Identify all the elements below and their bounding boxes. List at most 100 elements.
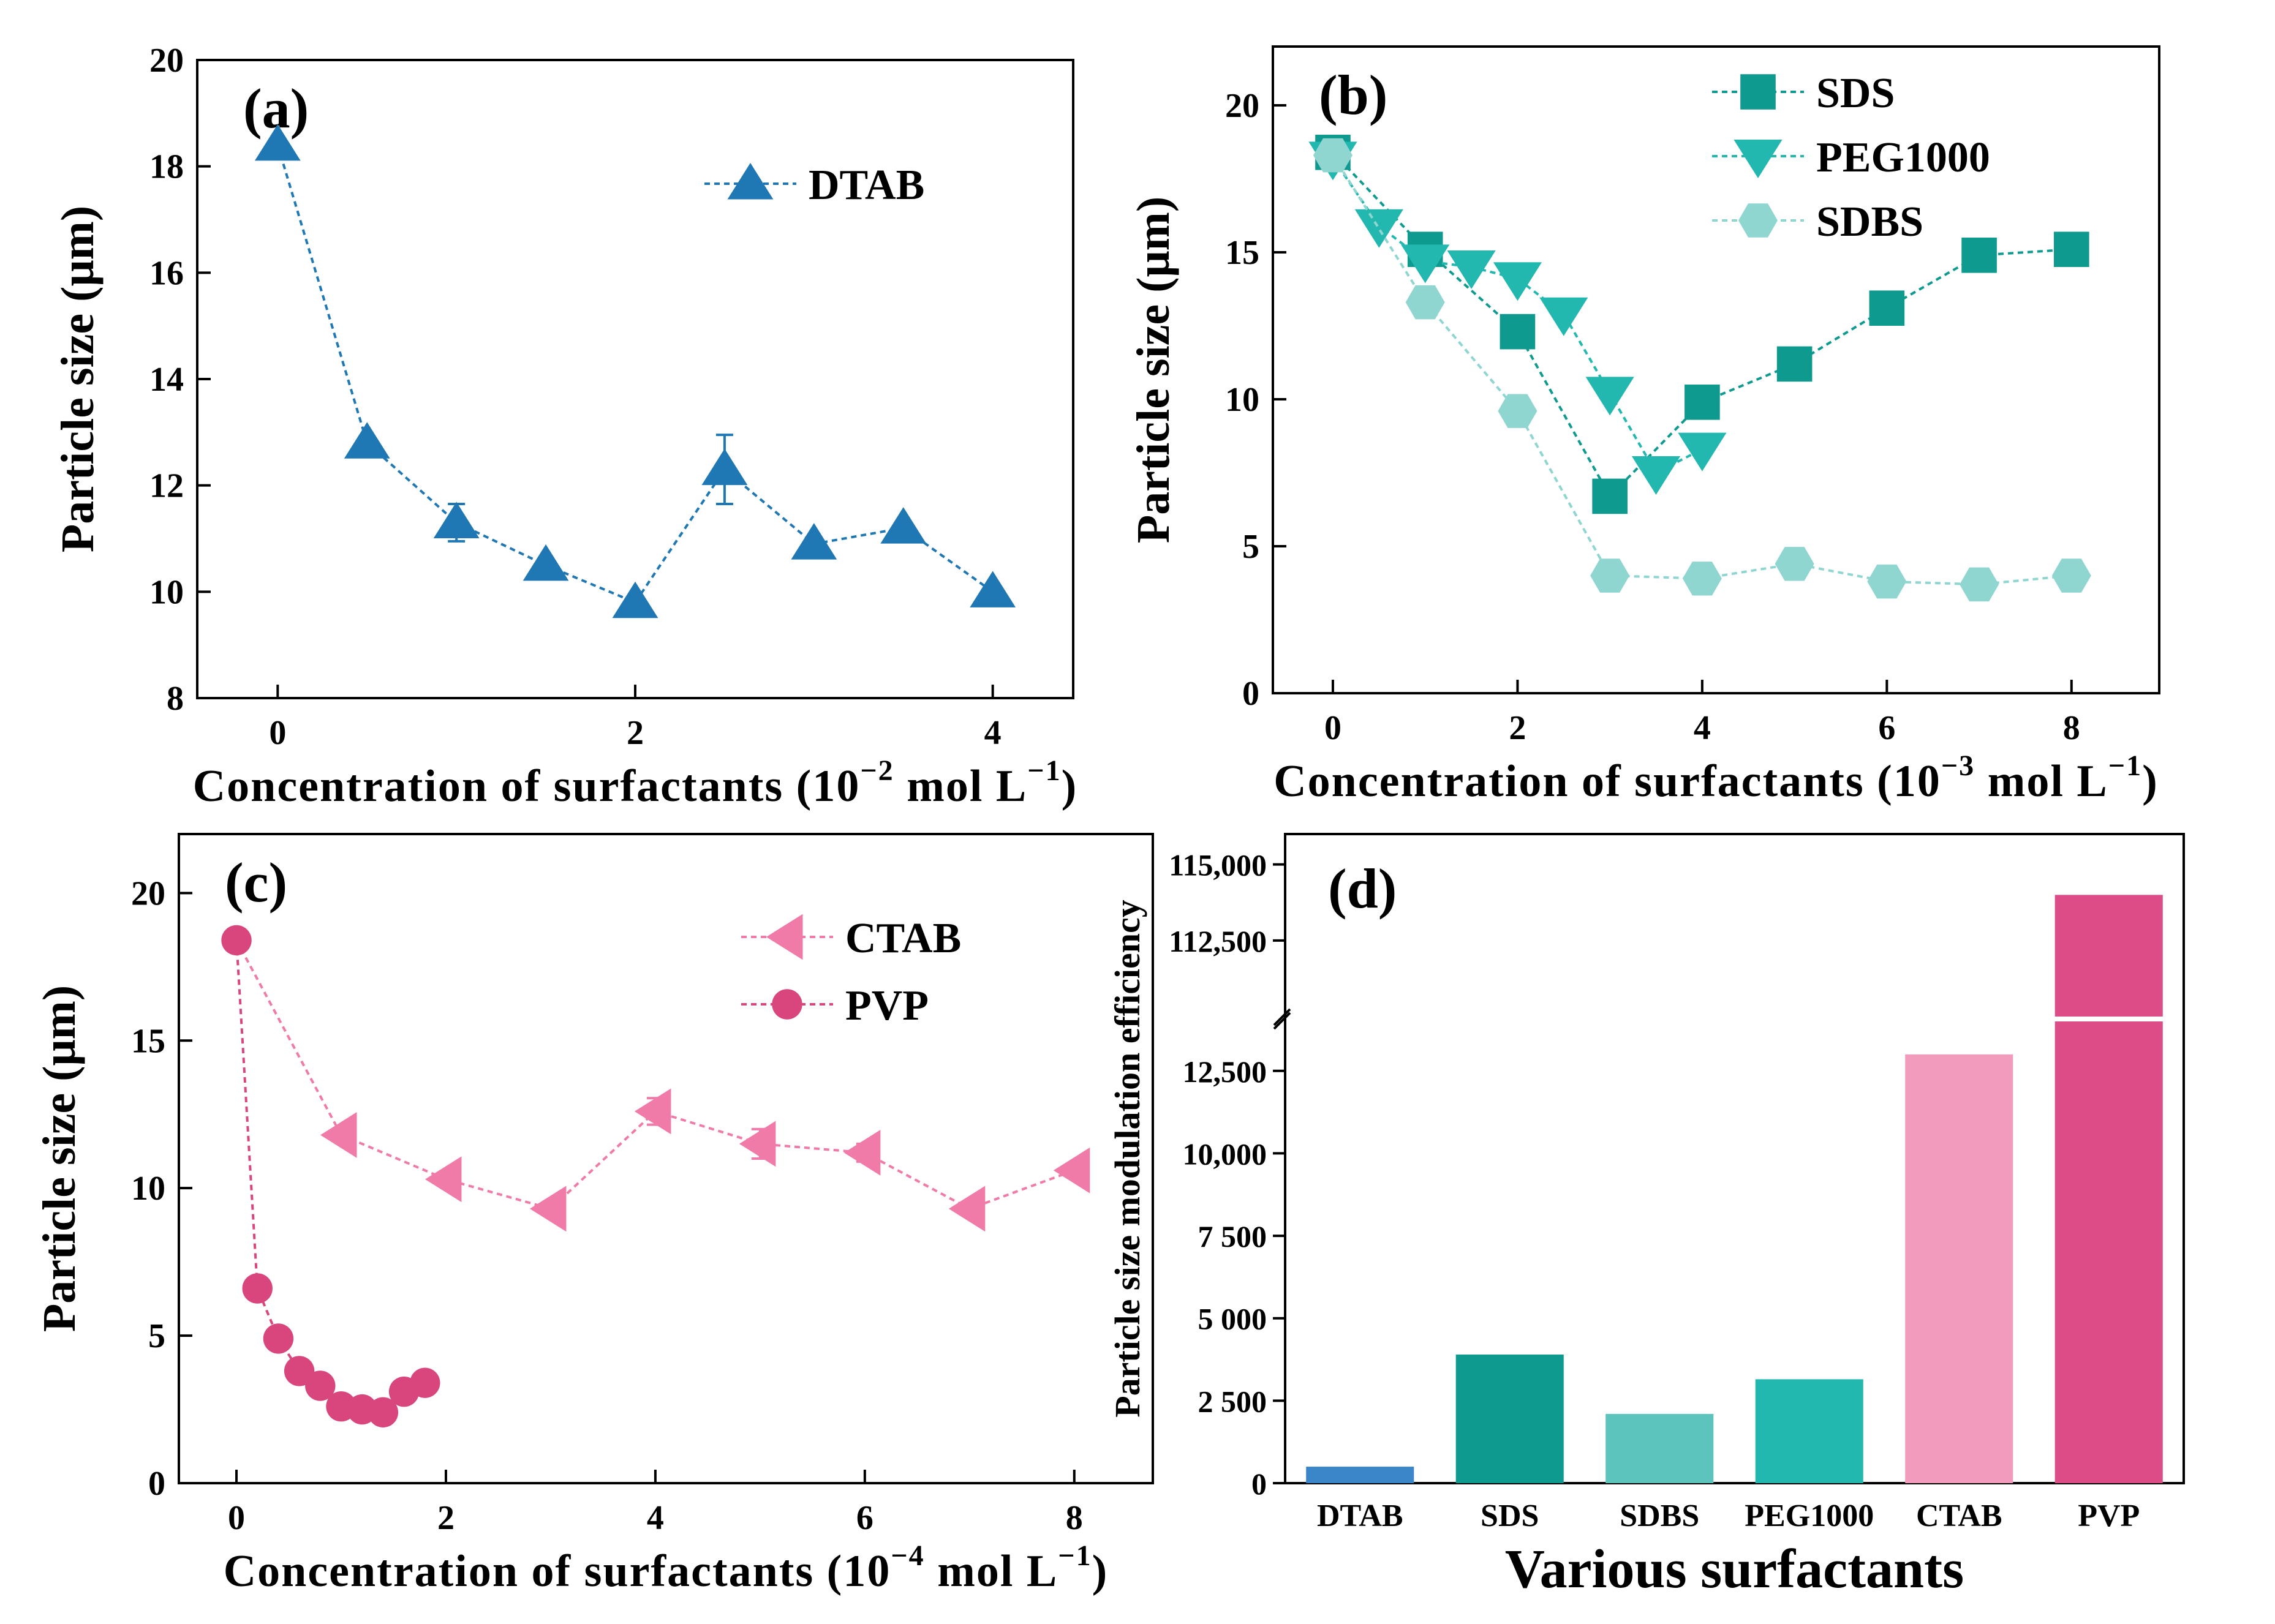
panel-d-bar-chart: DTAB SDS SDBS PEG1000 CTAB PVP 0 2 500 5 000 7 50…: [1107, 833, 2185, 1600]
y-tick-label: 0: [1242, 675, 1259, 713]
x-tick-label: SDBS: [1620, 1498, 1699, 1533]
y-tick-label: 10,000: [1183, 1137, 1267, 1171]
legend-label-DTAB: DTAB: [809, 162, 924, 209]
x-tick-label: 8: [1066, 1499, 1083, 1537]
data-point-SDS: [1592, 478, 1628, 514]
y-tick-label: 10: [131, 1170, 165, 1208]
legend-marker-PEG1000: [1734, 140, 1783, 178]
panel-label: (c): [225, 851, 287, 914]
y-tick-label: 12: [149, 467, 184, 505]
data-point-PVP: [263, 1323, 294, 1354]
data-point-PEG1000: [1585, 377, 1634, 416]
x-tick-label: 2: [437, 1499, 455, 1537]
y-tick-label: 2 500: [1198, 1384, 1267, 1418]
series-line-CTAB-start: [235, 939, 342, 1136]
data-point-PEG1000: [1493, 262, 1542, 301]
x-tick-label: DTAB: [1317, 1498, 1403, 1533]
data-point-DTAB: [970, 571, 1016, 607]
x-tick-label: 2: [1509, 709, 1526, 747]
data-point-SDS: [1685, 385, 1720, 420]
data-point-PVP: [221, 925, 252, 956]
x-tick-label: PEG1000: [1745, 1498, 1874, 1533]
x-tick-label: 0: [1324, 709, 1341, 747]
data-point-DTAB: [880, 507, 927, 544]
data-point-SDBS: [1405, 285, 1445, 320]
y-tick-label: 15: [131, 1022, 165, 1060]
data-point-PVP: [242, 1273, 273, 1304]
legend-label-PEG1000: PEG1000: [1816, 134, 1990, 181]
plot-frame: [1284, 833, 2185, 1484]
y-axis-label: Particle size (μm): [52, 206, 104, 552]
data-point-PEG1000: [1539, 297, 1588, 336]
y-tick-label: 10: [149, 573, 184, 611]
data-point-CTAB: [320, 1112, 357, 1158]
y-tick-label: 12,500: [1183, 1054, 1267, 1089]
data-point-SDBS: [1960, 567, 1999, 602]
data-point-CTAB: [634, 1088, 671, 1135]
data-point-PEG1000: [1631, 456, 1681, 495]
x-axis-label: Various surfactants: [1505, 1539, 1964, 1600]
y-axis-label: Particle size (μm): [34, 985, 85, 1332]
y-tick-label: 15: [1225, 234, 1259, 272]
x-tick-label: 4: [1694, 709, 1711, 747]
data-point-SDBS: [1775, 547, 1814, 581]
data-point-PVP: [368, 1397, 399, 1428]
data-point-PEG1000: [1401, 244, 1450, 284]
y-tick-label: 5: [1242, 528, 1259, 566]
x-tick-label: 4: [647, 1499, 664, 1537]
y-tick-label: 10: [1225, 381, 1259, 419]
data-point-SDBS: [1313, 138, 1353, 173]
y-tick-label: 16: [149, 254, 184, 292]
y-tick-label: 14: [149, 361, 184, 399]
data-point-CTAB: [529, 1186, 567, 1232]
legend-marker-CTAB: [766, 914, 803, 960]
data-point-DTAB: [433, 502, 480, 538]
y-axis-label: Particle size (μm): [1128, 197, 1179, 543]
x-tick-label: 6: [1878, 709, 1895, 747]
bar-SDS: [1455, 1354, 1564, 1483]
series-line-SDS: [1332, 151, 2072, 498]
data-point-SDS: [2054, 231, 2089, 267]
bar-CTAB: [1905, 1054, 2013, 1483]
y-tick-label: 20: [1225, 87, 1259, 125]
x-tick-label: 8: [2063, 709, 2080, 747]
bar-PVP-lower: [2054, 1021, 2163, 1483]
data-point-DTAB: [612, 581, 658, 618]
x-axis-label: Concentration of surfactants (10−2 mol L…: [193, 754, 1078, 811]
data-point-PVP: [305, 1370, 336, 1401]
data-point-SDBS: [2051, 558, 2091, 593]
axis-break-gap: [1286, 1017, 2183, 1021]
x-tick-label: 6: [856, 1499, 873, 1537]
panel-label: (b): [1319, 64, 1387, 126]
series-line-PEG1000: [1332, 157, 1703, 475]
x-tick-label: 2: [627, 714, 644, 752]
bar-PEG1000: [1755, 1379, 1863, 1483]
data-point-PEG1000: [1678, 432, 1727, 472]
legend-label-CTAB: CTAB: [845, 915, 961, 962]
data-point-SDS: [1500, 314, 1536, 350]
y-axis-label: Particle size modulation efficiency: [1107, 900, 1147, 1418]
bar-DTAB: [1306, 1467, 1414, 1483]
y-tick-label: 20: [131, 874, 165, 912]
legend-label-SDBS: SDBS: [1816, 198, 1923, 246]
axis-break-mark: [1273, 1012, 1291, 1030]
data-point-DTAB: [701, 448, 748, 486]
data-point-CTAB: [1053, 1147, 1090, 1194]
plot-frame: [1272, 45, 2160, 694]
y-tick-label: 18: [149, 148, 184, 186]
axis-break-mark: [1273, 1008, 1291, 1026]
y-tick-label: 20: [149, 42, 184, 80]
data-point-SDBS: [1867, 564, 1907, 599]
y-tick-label: 7 500: [1198, 1219, 1267, 1254]
x-tick-label: SDS: [1481, 1498, 1539, 1533]
bar-SDBS: [1605, 1413, 1714, 1483]
y-tick-label: 8: [167, 680, 184, 718]
x-tick-label: 0: [269, 714, 286, 752]
data-point-PEG1000: [1354, 209, 1403, 248]
x-tick-label: PVP: [2078, 1498, 2140, 1533]
data-point-CTAB: [424, 1156, 462, 1203]
legend-marker-SDBS: [1738, 203, 1778, 238]
y-tick-label: 115,000: [1169, 848, 1267, 882]
data-point-SDS: [1776, 346, 1813, 382]
